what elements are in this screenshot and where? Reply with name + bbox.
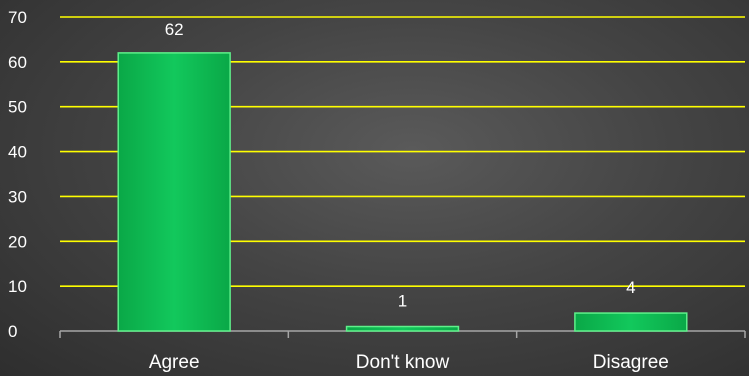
bar-2 <box>574 312 688 332</box>
data-label: 4 <box>626 278 635 297</box>
bars <box>117 52 688 332</box>
bar-0 <box>117 52 231 332</box>
y-tick-label: 70 <box>8 8 27 27</box>
y-tick-label: 30 <box>8 187 27 206</box>
labels: 0 10 20 30 40 50 60 70 62 Agree 1 Don't know 4 Disagr… <box>8 8 669 373</box>
bar-1 <box>345 325 460 332</box>
category-label: Agree <box>149 352 200 373</box>
y-tick-label: 0 <box>8 322 17 341</box>
data-label: 1 <box>398 292 407 311</box>
data-label: 62 <box>165 20 184 39</box>
axes <box>59 330 746 338</box>
category-label: Disagree <box>593 352 669 373</box>
category-label: Don't know <box>356 352 450 373</box>
y-tick-label: 20 <box>8 232 27 251</box>
y-tick-label: 10 <box>8 277 27 296</box>
y-tick-label: 40 <box>8 143 27 162</box>
y-tick-label: 60 <box>8 53 27 72</box>
y-tick-label: 50 <box>8 98 27 117</box>
